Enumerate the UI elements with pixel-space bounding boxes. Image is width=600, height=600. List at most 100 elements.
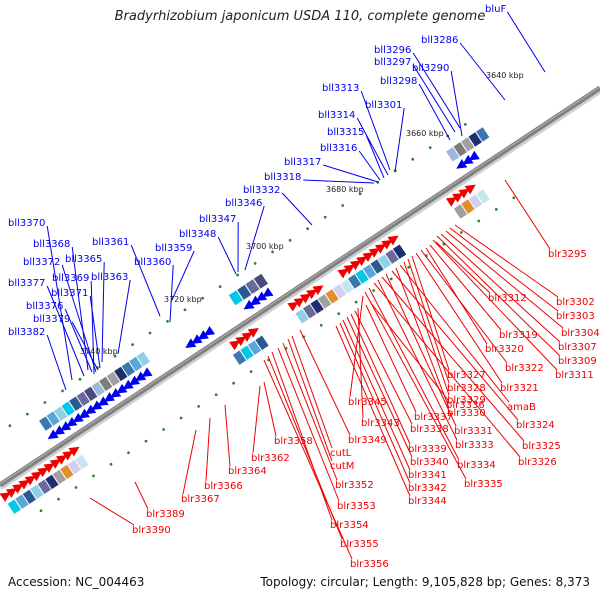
forward-gene-leader [435, 241, 491, 294]
cog-marker [109, 462, 113, 466]
forward-gene-label: blr3319 [499, 330, 538, 341]
forward-gene-arrow [458, 188, 470, 199]
forward-gene-label: blr3330 [447, 408, 486, 419]
feature-block [476, 189, 490, 204]
forward-gene-leader [339, 322, 411, 484]
forward-gene-label: blr3358 [274, 436, 313, 447]
forward-gene-leader [432, 239, 558, 371]
forward-gene-label: blr3325 [522, 441, 561, 452]
feature-block [245, 279, 260, 295]
cog-marker [358, 192, 362, 196]
forward-gene-leader [368, 287, 460, 461]
reverse-gene-leader [101, 261, 105, 363]
feature-block [310, 299, 324, 314]
forward-gene-label: blr3307 [558, 342, 597, 353]
forward-gene-label: blr3339 [408, 444, 447, 455]
forward-gene-leader [357, 307, 364, 419]
feature-block [84, 386, 98, 402]
reverse-gene-label: bll3347 [199, 214, 236, 225]
forward-gene-label: blr3309 [558, 356, 597, 367]
forward-gene-label: blr3345 [348, 397, 387, 408]
forward-gene-leader [395, 267, 450, 409]
feature-block [60, 464, 74, 480]
reverse-gene-leader [412, 64, 456, 133]
forward-gene-arrow [349, 260, 362, 271]
cog-marker [323, 215, 327, 219]
forward-gene-leader [420, 249, 508, 364]
forward-gene-label: blr3312 [488, 293, 527, 304]
feature-block [15, 494, 29, 509]
forward-gene-arrow [287, 301, 299, 312]
reverse-gene-label: bll3314 [318, 110, 355, 121]
forward-gene-arrow [464, 184, 476, 195]
cog-marker [113, 354, 117, 358]
forward-gene-leader [134, 481, 149, 510]
forward-gene-leader [350, 313, 411, 445]
reverse-gene-leader [169, 264, 174, 323]
forward-gene-arrow [43, 463, 55, 473]
reverse-gene-label: bll3379 [33, 314, 70, 325]
feature-block [99, 376, 113, 392]
cog-marker [459, 231, 463, 234]
forward-gene-arrow [387, 235, 399, 246]
forward-gene-label: blr3333 [455, 440, 494, 451]
forward-gene-leader [342, 319, 411, 471]
forward-gene-arrow [452, 192, 464, 203]
forward-gene-label: blr3304 [561, 328, 600, 339]
forward-gene-label: blr3366 [204, 481, 243, 492]
forward-gene-label: blr3335 [464, 479, 503, 490]
feature-block [75, 454, 89, 470]
forward-gene-label: blr3344 [408, 496, 447, 507]
forward-gene-leader [436, 235, 561, 357]
cog-marker [354, 300, 358, 304]
reverse-gene-label: bll3363 [91, 272, 128, 283]
reverse-gene-label: bll3297 [374, 57, 411, 68]
reverse-gene-leader [394, 107, 405, 173]
feature-block [237, 284, 252, 300]
reverse-gene-leader [459, 42, 506, 101]
reverse-gene-arrow [456, 159, 468, 169]
feature-block [446, 147, 460, 162]
reverse-gene-arrow [135, 371, 147, 382]
cog-marker [271, 250, 274, 254]
reverse-gene-leader [412, 52, 461, 129]
reverse-gene-leader [506, 11, 546, 73]
forward-gene-leader [182, 429, 197, 495]
forward-gene-label: blr3349 [348, 435, 387, 446]
feature-block [61, 401, 75, 416]
feature-block [232, 350, 247, 365]
feature-block [317, 294, 332, 309]
accession-label: Accession: NC_004463 [8, 575, 145, 589]
cog-marker [232, 381, 236, 385]
kbp-tick-label: 3740 kbp [80, 347, 118, 356]
forward-gene-arrow [30, 471, 43, 482]
forward-gene-arrow [5, 488, 18, 498]
reverse-gene-leader [365, 134, 385, 179]
forward-gene-label: blr3334 [457, 460, 496, 471]
cog-marker [372, 289, 376, 292]
reverse-gene-arrow [462, 154, 474, 165]
forward-gene-leader [89, 497, 135, 526]
reverse-gene-arrow [203, 325, 216, 336]
reverse-gene-label: bll3360 [134, 257, 171, 268]
forward-gene-label: blr3336 [446, 400, 485, 411]
feature-block [332, 284, 347, 299]
reverse-gene-arrow [78, 408, 90, 419]
cog-marker [306, 227, 309, 231]
forward-gene-leader [335, 325, 411, 497]
forward-gene-leader [391, 270, 519, 421]
forward-gene-leader [365, 304, 417, 413]
forward-gene-leader [454, 224, 559, 298]
reverse-gene-label: bll3298 [380, 76, 417, 87]
reverse-gene-label: bll3315 [327, 127, 364, 138]
cog-marker [249, 370, 253, 373]
reverse-gene-label: bll3301 [365, 100, 402, 111]
cog-marker [337, 312, 341, 316]
forward-gene-label: blr3342 [408, 483, 447, 494]
forward-gene-label: blr3353 [337, 501, 376, 512]
forward-gene-label: cutM [330, 461, 354, 472]
forward-gene-arrow [18, 479, 30, 490]
forward-gene-label: blr3322 [505, 363, 544, 374]
cog-marker [92, 474, 95, 478]
reverse-gene-leader [61, 264, 97, 373]
